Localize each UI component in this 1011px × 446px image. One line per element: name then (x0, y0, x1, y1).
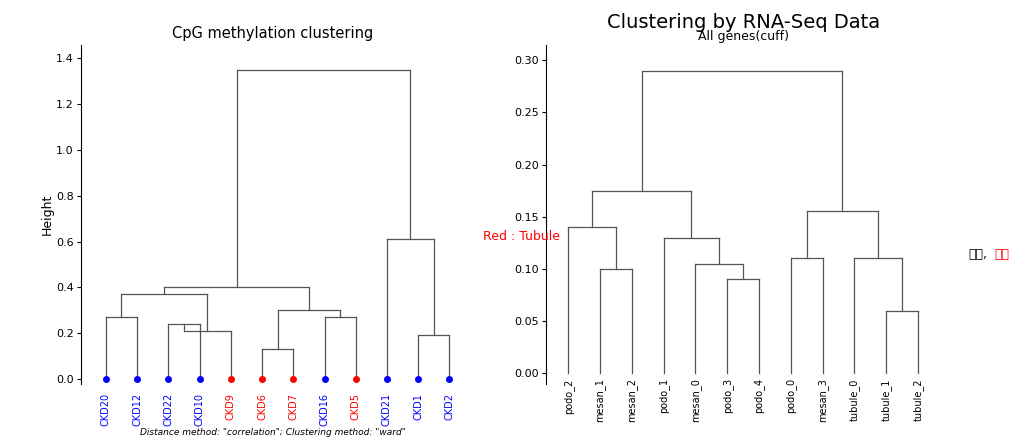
Text: mesan_1: mesan_1 (594, 378, 606, 422)
Text: CKD5: CKD5 (351, 393, 361, 420)
Text: tubule_1: tubule_1 (881, 378, 892, 421)
Text: mesan_3: mesan_3 (817, 378, 828, 422)
Text: CKD21: CKD21 (382, 393, 392, 426)
Text: CKD10: CKD10 (194, 393, 204, 426)
Text: Red : Tubule: Red : Tubule (483, 230, 560, 243)
Text: podo_0: podo_0 (786, 378, 797, 413)
Text: tubule_2: tubule_2 (913, 378, 923, 421)
Text: podo_2: podo_2 (563, 378, 573, 413)
Text: podo_1: podo_1 (658, 378, 669, 413)
Text: tubule_0: tubule_0 (849, 378, 859, 421)
Text: Distance method: "correlation"; Clustering method: "ward": Distance method: "correlation"; Clusteri… (141, 428, 405, 437)
Text: CKD2: CKD2 (445, 393, 454, 420)
Text: podo_4: podo_4 (753, 378, 764, 413)
Text: CKD20: CKD20 (101, 393, 111, 426)
Text: CKD6: CKD6 (257, 393, 267, 420)
Title: All genes(cuff): All genes(cuff) (698, 30, 789, 43)
Text: Clustering by RNA-Seq Data: Clustering by RNA-Seq Data (607, 13, 880, 33)
Text: CKD1: CKD1 (413, 393, 424, 420)
Text: CKD9: CKD9 (225, 393, 236, 420)
Text: mesan_0: mesan_0 (690, 378, 701, 422)
Text: CKD16: CKD16 (319, 393, 330, 426)
Text: CKD7: CKD7 (288, 393, 298, 420)
Text: podo_3: podo_3 (722, 378, 733, 413)
Text: CKD22: CKD22 (164, 393, 173, 426)
Text: 정상,: 정상, (969, 248, 988, 261)
Text: 질환: 질환 (995, 248, 1010, 261)
Title: CpG methylation clustering: CpG methylation clustering (172, 26, 374, 41)
Text: mesan_2: mesan_2 (627, 378, 637, 422)
Y-axis label: Height: Height (40, 194, 54, 235)
Text: CKD12: CKD12 (132, 393, 143, 426)
